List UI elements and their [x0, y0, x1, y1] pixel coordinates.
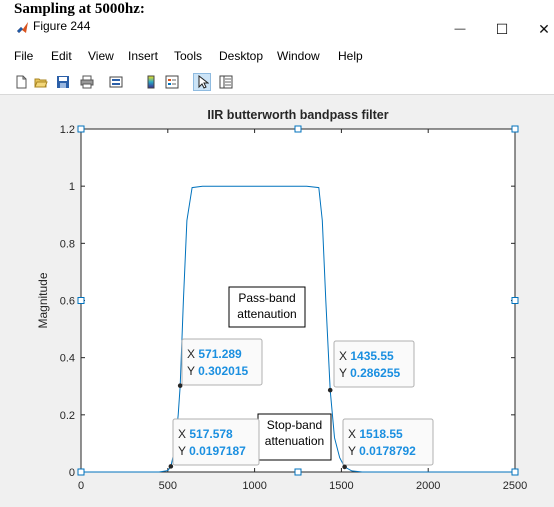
data-tip-box — [342, 418, 434, 466]
matlab-logo-icon — [17, 22, 28, 33]
minimize-icon: — — [454, 23, 466, 35]
menu-help[interactable]: Help — [338, 49, 363, 63]
selection-handle[interactable] — [511, 297, 519, 304]
print-button[interactable] — [78, 73, 96, 91]
selection-handle[interactable] — [77, 297, 85, 304]
data-tip-box — [172, 418, 260, 466]
new-figure-icon — [16, 75, 27, 89]
y-tick-label: 1 — [69, 181, 75, 193]
menu-desktop[interactable]: Desktop — [219, 49, 264, 63]
property-inspector-icon — [219, 75, 233, 89]
document-heading: Sampling at 5000hz: — [14, 1, 145, 17]
chart-title: IIR butterworth bandpass filter — [207, 108, 388, 122]
document-heading-text: Sampling at 5000hz: — [14, 1, 145, 17]
edit-plot-arrow-icon — [198, 75, 209, 89]
data-tip[interactable]: X 1435.55 Y 0.286255 — [327, 340, 415, 393]
data-tip-y: Y 0.0178792 — [348, 444, 416, 458]
selection-handle[interactable] — [511, 125, 519, 133]
close-button[interactable]: ✕ — [524, 18, 554, 40]
legend-icon — [165, 75, 179, 89]
passband-annotation[interactable]: Pass-band attenaution — [228, 286, 306, 328]
menu-insert[interactable]: Insert — [128, 49, 159, 63]
y-tick-label: 1.2 — [60, 124, 75, 136]
selection-handle[interactable] — [511, 468, 519, 476]
save-icon — [57, 76, 69, 88]
data-tip-y: Y 0.302015 — [187, 364, 249, 378]
colorbar-button[interactable] — [142, 73, 160, 91]
selection-handle[interactable] — [77, 125, 85, 133]
link-plot-icon — [109, 76, 123, 88]
data-tip-y: Y 0.286255 — [339, 366, 401, 380]
menu-edit[interactable]: Edit — [51, 49, 72, 63]
x-tick-label: 0 — [78, 480, 84, 492]
stopband-annotation[interactable]: Stop-band attenuation — [257, 413, 332, 461]
annotation-line: attenuation — [265, 434, 324, 448]
data-tip-x: X 517.578 — [178, 427, 233, 441]
data-tip-x: X 571.289 — [187, 347, 242, 361]
menu-window[interactable]: Window — [277, 49, 320, 63]
y-tick-label: 0.4 — [60, 353, 75, 365]
data-tip-box — [333, 340, 415, 388]
window-title: Figure 244 — [33, 19, 91, 33]
figure-canvas[interactable]: IIR butterworth bandpass filter Magnitud… — [0, 95, 554, 507]
property-inspector-button[interactable] — [217, 73, 235, 91]
data-tip-marker[interactable] — [342, 464, 347, 470]
annotation-line: Stop-band — [267, 418, 322, 432]
minimize-button[interactable]: — — [440, 18, 480, 40]
open-file-icon — [34, 78, 48, 88]
data-tip[interactable]: X 517.578 Y 0.0197187 — [168, 418, 260, 469]
data-tip[interactable]: X 1518.55 Y 0.0178792 — [342, 418, 434, 470]
y-tick-label: 0 — [69, 467, 75, 479]
x-tick-label: 500 — [159, 480, 177, 492]
link-plot-button[interactable] — [107, 73, 125, 91]
x-tick-label: 1000 — [242, 480, 266, 492]
x-tick-label: 2500 — [503, 480, 527, 492]
x-tick-label: 1500 — [329, 480, 353, 492]
print-icon — [80, 75, 94, 89]
data-tip-x: X 1435.55 — [339, 349, 394, 363]
window-titlebar[interactable]: Figure 244 — ☐ ✕ — [0, 18, 554, 40]
close-icon: ✕ — [538, 20, 550, 37]
y-tick-label: 0.8 — [60, 238, 75, 250]
maximize-icon: ☐ — [495, 20, 509, 37]
toolbar — [0, 70, 554, 95]
edit-plot-button[interactable] — [193, 73, 211, 91]
menu-file[interactable]: File — [14, 49, 34, 63]
new-figure-button[interactable] — [12, 73, 30, 91]
open-file-button[interactable] — [32, 73, 50, 91]
save-button[interactable] — [54, 73, 72, 91]
legend-button[interactable] — [163, 73, 181, 91]
annotation-line: attenaution — [237, 307, 296, 321]
menu-tools[interactable]: Tools — [174, 49, 203, 63]
data-tip[interactable]: X 571.289 Y 0.302015 — [177, 338, 263, 388]
colorbar-icon — [147, 75, 155, 89]
x-tick-label: 2000 — [416, 480, 440, 492]
data-tip-marker[interactable] — [168, 464, 174, 469]
menu-bar: File Edit View Insert Tools Desktop Wind… — [0, 46, 554, 66]
y-tick-label: 0.2 — [60, 410, 75, 422]
selection-handle[interactable] — [77, 468, 85, 476]
y-tick-label: 0.6 — [60, 296, 75, 308]
plot-svg[interactable]: IIR butterworth bandpass filter Magnitud… — [0, 95, 554, 507]
document-continuation — [14, 499, 174, 507]
data-tip-box — [181, 338, 263, 386]
maximize-button[interactable]: ☐ — [482, 18, 522, 40]
data-tip-marker[interactable] — [177, 383, 183, 388]
selection-handle[interactable] — [294, 125, 302, 133]
menu-view[interactable]: View — [88, 49, 114, 63]
annotation-line: Pass-band — [238, 291, 295, 305]
data-tip-marker[interactable] — [327, 387, 333, 393]
data-tip-y: Y 0.0197187 — [178, 444, 246, 458]
y-axis-label: Magnitude — [36, 272, 50, 328]
data-tip-x: X 1518.55 — [348, 427, 403, 441]
selection-handle[interactable] — [294, 468, 302, 476]
